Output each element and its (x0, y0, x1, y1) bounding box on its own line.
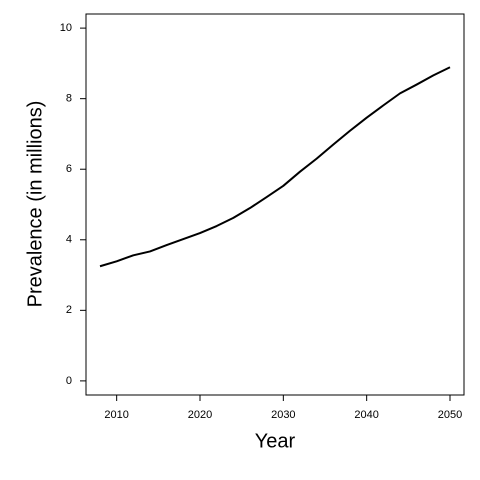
x-axis-title: Year (255, 430, 296, 452)
y-tick-label: 2 (66, 304, 72, 316)
y-tick-label: 6 (66, 163, 72, 175)
y-tick-label: 0 (66, 375, 72, 387)
x-tick-label: 2010 (104, 409, 128, 421)
x-tick-label: 2020 (188, 409, 212, 421)
plot-frame (85, 13, 465, 396)
x-tick-label: 2040 (354, 409, 378, 421)
y-tick-label: 10 (60, 22, 72, 34)
y-tick-label: 4 (66, 234, 72, 246)
x-tick-label: 2050 (438, 409, 462, 421)
y-tick-label: 8 (66, 93, 72, 105)
y-axis-title: Prevalence (in millions) (24, 101, 46, 308)
x-tick-label: 2030 (271, 409, 295, 421)
line (99, 66, 451, 268)
